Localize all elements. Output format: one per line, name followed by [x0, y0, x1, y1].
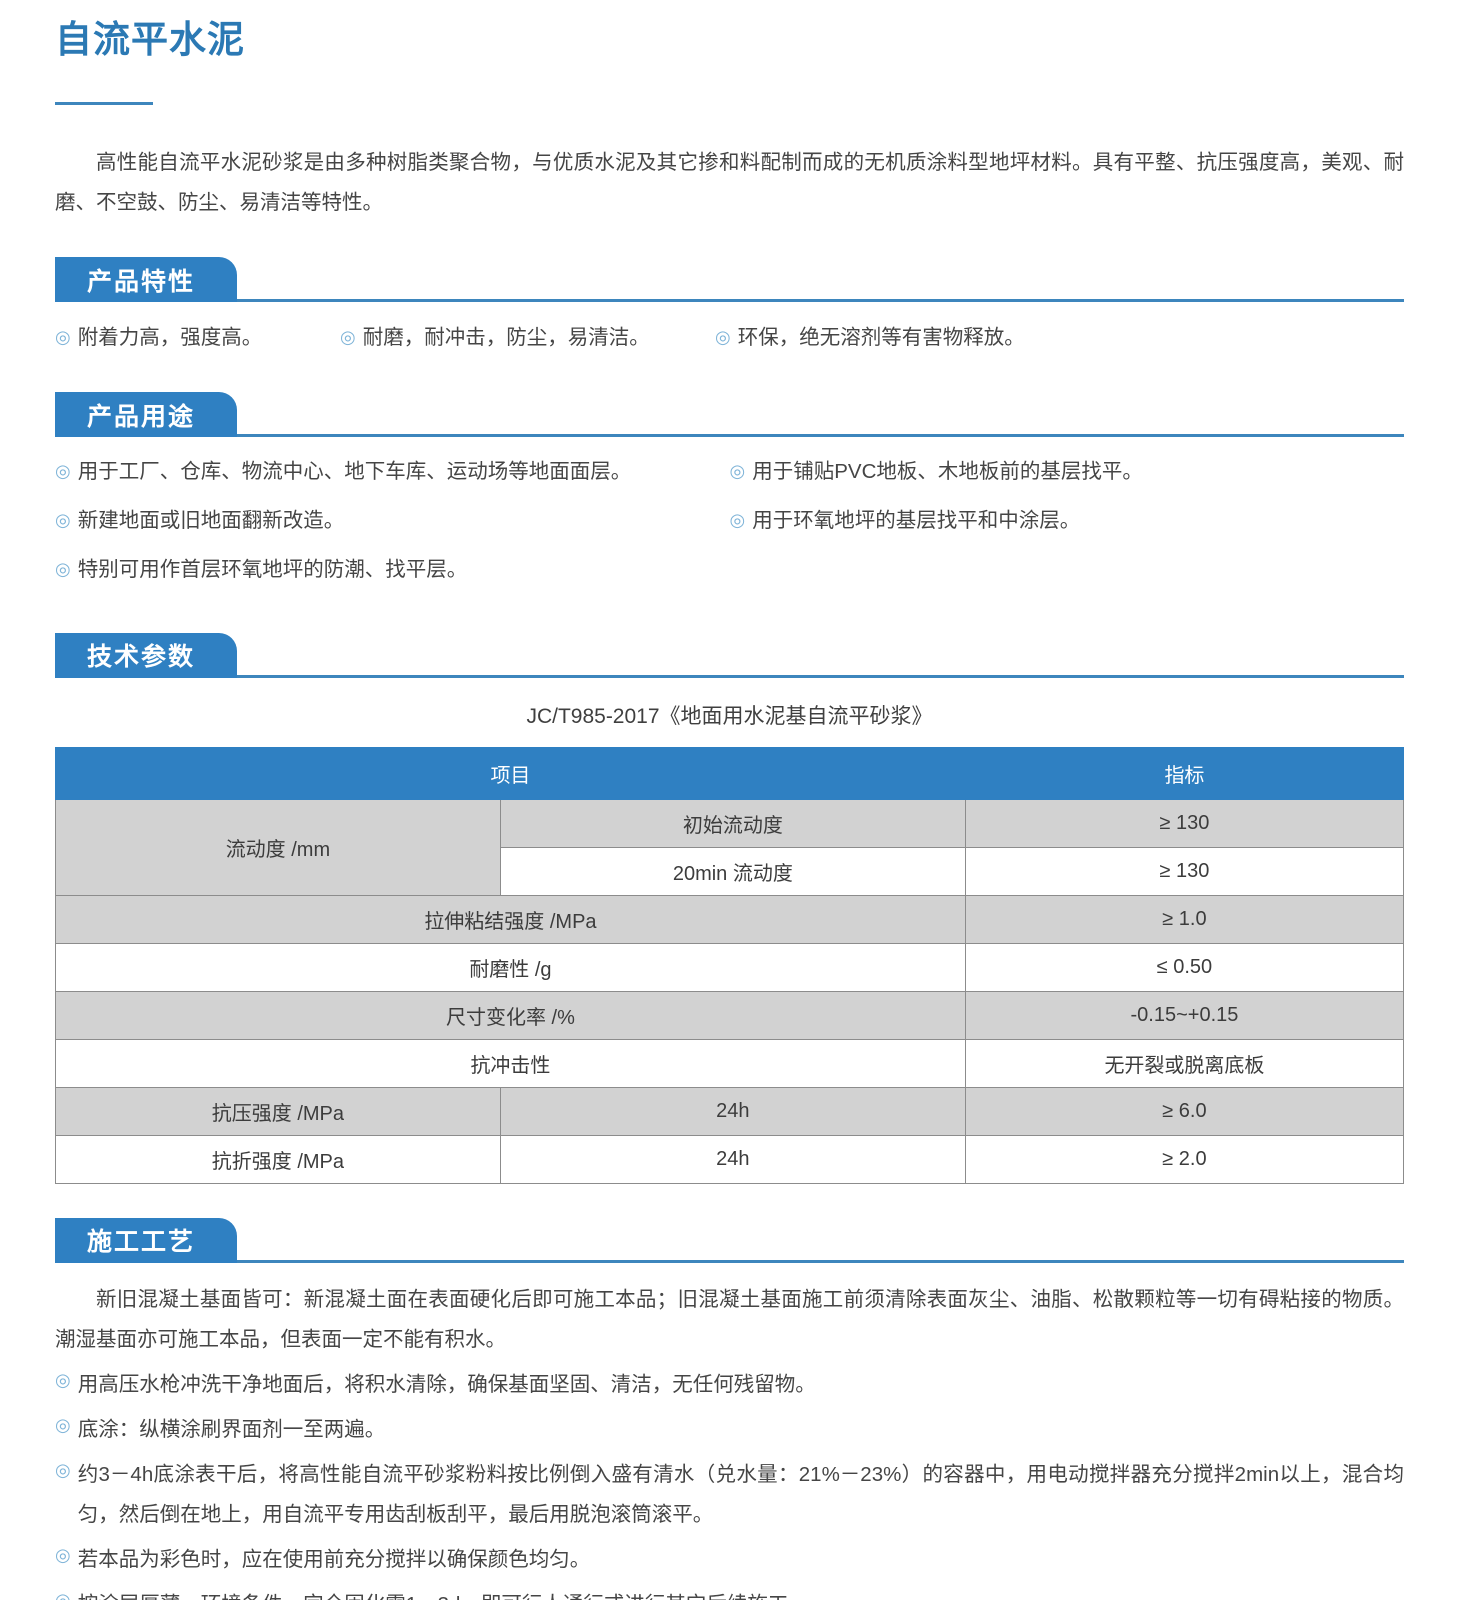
bullet-circle-icon: ◎ [55, 461, 71, 481]
table-row: 抗折强度 /MPa 24h ≥ 2.0 [55, 1134, 1405, 1184]
list-item: ◎ 耐磨，耐冲击，防尘，易清洁。 [340, 318, 715, 358]
table-cell-value: -0.15~+0.15 [964, 990, 1405, 1040]
table-cell-group: 流动度 /mm [55, 798, 501, 896]
table-header-index: 指标 [964, 746, 1405, 800]
list-item: ◎ 附着力高，强度高。 [55, 318, 340, 358]
bullet-circle-icon: ◎ [729, 461, 746, 481]
table-cell-value: ≥ 6.0 [964, 1086, 1405, 1136]
title-underline-rule [55, 102, 153, 106]
bullet-circle-icon: ◎ [55, 1459, 71, 1480]
section-uses: 产品用途 ◎ 用于工厂、仓库、物流中心、地下车库、运动场等地面面层。 ◎ 新建地… [55, 392, 1404, 599]
table-cell-value: ≥ 2.0 [964, 1134, 1405, 1184]
list-item-label: 若本品为彩色时，应在使用前充分搅拌以确保颜色均匀。 [77, 1547, 591, 1571]
table-cell-sub: 初始流动度 [499, 798, 966, 848]
uses-column-right: ◎ 用于铺贴PVC地板、木地板前的基层找平。 ◎ 用于环氧地坪的基层找平和中涂层… [730, 452, 1405, 599]
table-row: 拉伸粘结强度 /MPa ≥ 1.0 [55, 894, 1405, 944]
list-item-label: 用于铺贴PVC地板、木地板前的基层找平。 [752, 460, 1143, 483]
table-cell-value: ≥ 130 [964, 846, 1405, 896]
table-row: 耐磨性 /g ≤ 0.50 [55, 942, 1405, 992]
list-item: ◎ 特别可用作首层环氧地坪的防潮、找平层。 [55, 550, 730, 590]
section-rule [55, 1259, 1404, 1263]
list-item-label: 约3－4h底涂表干后，将高性能自流平砂浆粉料按比例倒入盛有清水（兑水量：21%－… [77, 1462, 1404, 1526]
section-specs: 技术参数 JC/T985-2017《地面用水泥基自流平砂浆》 项目 指标 流动度… [55, 632, 1405, 1184]
features-list: ◎ 附着力高，强度高。 ◎ 耐磨，耐冲击，防尘，易清洁。 ◎ 环保，绝无溶剂等有… [55, 318, 1404, 358]
list-item: ◎ 若本品为彩色时，应在使用前充分搅拌以确保颜色均匀。 [55, 1540, 1404, 1580]
uses-list: ◎ 用于工厂、仓库、物流中心、地下车库、运动场等地面面层。 ◎ 新建地面或旧地面… [55, 452, 1404, 599]
section-tab-specs-label: 技术参数 [55, 632, 237, 678]
table-cell-sub: 24h [499, 1134, 966, 1184]
list-item-label: 按涂层厚薄、环境条件，完全固化需1～3d，即可行人通行或进行其它后续施工。 [78, 1585, 1404, 1600]
list-item-label: 耐磨，耐冲击，防尘，易清洁。 [362, 326, 650, 350]
process-paragraph: 新旧混凝土基面皆可：新混凝土面在表面硬化后即可施工本品；旧混凝土基面施工前须清除… [55, 1287, 1404, 1351]
page-title: 自流平水泥 [55, 19, 245, 60]
section-tab-process-label: 施工工艺 [55, 1217, 237, 1263]
table-cell-value: ≤ 0.50 [964, 942, 1405, 992]
list-item: ◎ 用于环氧地坪的基层找平和中涂层。 [730, 501, 1405, 541]
list-item-label: 新建地面或旧地面翻新改造。 [77, 508, 345, 532]
section-process: 施工工艺 新旧混凝土基面皆可：新混凝土面在表面硬化后即可施工本品；旧混凝土基面施… [55, 1217, 1404, 1600]
table-row: 尺寸变化率 /% -0.15~+0.15 [55, 990, 1405, 1040]
section-header-specs: 技术参数 [55, 632, 1404, 678]
intro-paragraph: 高性能自流平水泥砂浆是由多种树脂类聚合物，与优质水泥及其它掺和料配制而成的无机质… [55, 151, 1404, 215]
bullet-circle-icon: ◎ [55, 1369, 71, 1390]
bullet-circle-icon: ◎ [729, 509, 746, 530]
bullet-circle-icon: ◎ [55, 1589, 71, 1600]
bullet-circle-icon: ◎ [340, 327, 356, 348]
table-cell-value: ≥ 130 [964, 798, 1405, 848]
table-cell-value: ≥ 1.0 [964, 894, 1405, 944]
table-row: 20min 流动度 ≥ 130 [56, 846, 1405, 896]
table-cell-group: 抗折强度 /MPa [55, 1134, 501, 1184]
uses-column-left: ◎ 用于工厂、仓库、物流中心、地下车库、运动场等地面面层。 ◎ 新建地面或旧地面… [55, 452, 730, 599]
list-item-label: 特别可用作首层环氧地坪的防潮、找平层。 [77, 557, 468, 581]
table-header-row: 项目 指标 [55, 746, 1405, 800]
bullet-circle-icon: ◎ [55, 1414, 71, 1435]
table-row: 抗压强度 /MPa 24h ≥ 6.0 [55, 1086, 1405, 1136]
table-row: 抗冲击性 无开裂或脱离底板 [55, 1038, 1405, 1088]
list-item: ◎ 用于铺贴PVC地板、木地板前的基层找平。 [730, 452, 1405, 492]
section-header-features: 产品特性 [55, 257, 1404, 303]
table-cell-group: 尺寸变化率 /% [55, 990, 966, 1040]
list-item: ◎ 按涂层厚薄、环境条件，完全固化需1～3d，即可行人通行或进行其它后续施工。 [55, 1585, 1404, 1600]
table-row: 流动度 /mm 初始流动度 ≥ 130 [55, 798, 1405, 896]
bullet-circle-icon: ◎ [55, 509, 71, 530]
table-cell-group: 耐磨性 /g [55, 942, 966, 992]
list-item-label: 用于环氧地坪的基层找平和中涂层。 [752, 508, 1081, 532]
list-item-label: 底涂：纵横涂刷界面剂一至两遍。 [77, 1417, 386, 1441]
list-item: ◎ 用于工厂、仓库、物流中心、地下车库、运动场等地面面层。 [55, 452, 730, 492]
list-item: ◎ 用高压水枪冲洗干净地面后，将积水清除，确保基面坚固、清洁，无任何残留物。 [55, 1365, 1404, 1405]
list-item-label: 用高压水枪冲洗干净地面后，将积水清除，确保基面坚固、清洁，无任何残留物。 [77, 1372, 816, 1396]
list-item-label: 环保，绝无溶剂等有害物释放。 [737, 326, 1025, 350]
bullet-circle-icon: ◎ [55, 1544, 71, 1565]
section-header-uses: 产品用途 [55, 392, 1404, 437]
table-cell-value: 无开裂或脱离底板 [964, 1038, 1405, 1088]
section-header-process: 施工工艺 [55, 1217, 1404, 1263]
section-rule [55, 299, 1404, 303]
bullet-circle-icon: ◎ [55, 327, 71, 348]
specs-table: 项目 指标 流动度 /mm 初始流动度 ≥ 130 20min 流动度 ≥ 13… [55, 746, 1405, 1184]
table-header-item: 项目 [55, 746, 966, 800]
process-list: ◎ 用高压水枪冲洗干净地面后，将积水清除，确保基面坚固、清洁，无任何残留物。 ◎… [55, 1365, 1404, 1600]
bullet-circle-icon: ◎ [55, 558, 71, 579]
table-cell-sub: 20min 流动度 [499, 846, 966, 896]
list-item: ◎ 环保，绝无溶剂等有害物释放。 [715, 318, 1025, 358]
section-tab-uses-label: 产品用途 [55, 392, 237, 437]
bullet-circle-icon: ◎ [715, 327, 731, 348]
standard-reference: JC/T985-2017《地面用水泥基自流平砂浆》 [526, 704, 933, 728]
list-item: ◎ 底涂：纵横涂刷界面剂一至两遍。 [55, 1410, 1404, 1450]
table-cell-group: 拉伸粘结强度 /MPa [55, 894, 966, 944]
list-item-label: 附着力高，强度高。 [77, 326, 263, 350]
table-cell-sub: 24h [499, 1086, 966, 1136]
table-cell-group: 抗压强度 /MPa [55, 1086, 501, 1136]
section-rule [55, 434, 1404, 437]
section-rule [55, 674, 1404, 678]
table-cell-group: 抗冲击性 [55, 1038, 966, 1088]
list-item: ◎ 新建地面或旧地面翻新改造。 [55, 501, 730, 541]
section-features: 产品特性 ◎ 附着力高，强度高。 ◎ 耐磨，耐冲击，防尘，易清洁。 ◎ 环保，绝… [55, 257, 1404, 358]
list-item-label: 用于工厂、仓库、物流中心、地下车库、运动场等地面面层。 [77, 460, 632, 483]
list-item: ◎ 约3－4h底涂表干后，将高性能自流平砂浆粉料按比例倒入盛有清水（兑水量：21… [55, 1455, 1404, 1535]
section-tab-features-label: 产品特性 [55, 257, 237, 303]
